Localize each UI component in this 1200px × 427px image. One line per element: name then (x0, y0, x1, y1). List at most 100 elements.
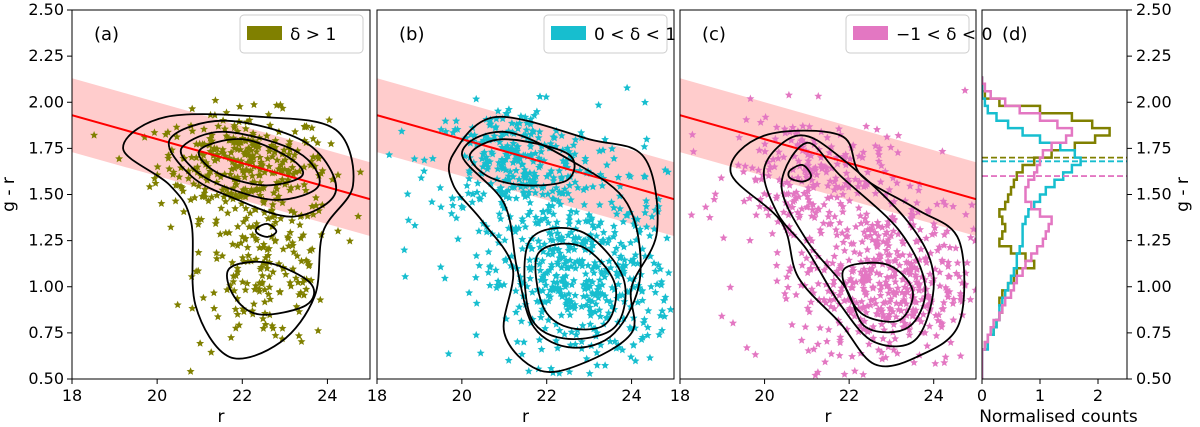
scatter-point (813, 368, 822, 376)
scatter-point (570, 304, 579, 312)
scatter-point (646, 353, 654, 362)
scatter-point (916, 225, 925, 233)
scatter-point (465, 174, 474, 183)
scatter-point (760, 139, 769, 148)
scatter-point (539, 182, 548, 190)
scatter-point (570, 149, 579, 158)
scatter-point (506, 261, 515, 270)
scatter-point (230, 164, 239, 172)
scatter-point (797, 204, 806, 213)
scatter-point (314, 154, 323, 162)
scatter-point (817, 229, 826, 237)
scatter-point (218, 145, 227, 154)
scatter-point (539, 271, 548, 279)
scatter-point (885, 304, 894, 312)
scatter-point (902, 299, 911, 308)
scatter-point (605, 234, 613, 243)
y-tick-label: 0.75 (28, 323, 64, 342)
scatter-point (544, 218, 553, 227)
scatter-point (468, 198, 477, 206)
scatter-point (527, 150, 536, 159)
scatter-point (484, 268, 493, 276)
scatter-point (201, 185, 209, 193)
scatter-point (871, 141, 880, 150)
scatter-point (928, 279, 937, 287)
scatter-point (255, 287, 264, 295)
scatter-point (524, 188, 533, 196)
scatter-point (549, 278, 558, 286)
scatter-point (857, 297, 866, 305)
scatter-point (519, 338, 528, 346)
scatter-point (234, 140, 243, 148)
scatter-point (557, 131, 566, 140)
scatter-point (504, 356, 513, 364)
scatter-point (465, 168, 474, 177)
contour-line (780, 141, 927, 334)
scatter-point (914, 314, 923, 323)
scatter-point (751, 174, 760, 183)
scatter-point (230, 123, 239, 132)
scatter-point (302, 285, 311, 293)
scatter-point (561, 271, 570, 280)
scatter-point (227, 148, 236, 156)
scatter-point (532, 107, 541, 115)
scatter-point (471, 273, 480, 281)
scatter-point (874, 222, 883, 230)
scatter-point (641, 98, 649, 106)
scatter-point (260, 208, 269, 217)
scatter-point (659, 296, 668, 304)
scatter-point (194, 181, 203, 190)
legend-box (845, 14, 970, 54)
scatter-point (807, 212, 816, 220)
scatter-point (238, 253, 247, 262)
scatter-point (473, 179, 482, 187)
scatter-point (554, 286, 563, 295)
scatter-point (271, 237, 280, 245)
scatter-point (226, 281, 235, 290)
scatter-point (609, 203, 618, 212)
scatter-point (581, 157, 590, 165)
scatter-point (204, 196, 213, 205)
scatter-point (585, 369, 594, 377)
y-tick-label: 1.75 (1136, 138, 1172, 157)
scatter-point (806, 166, 815, 175)
scatter-point (958, 278, 966, 287)
scatter-point (836, 336, 845, 344)
scatter-point (478, 154, 487, 163)
scatter-point (802, 203, 811, 211)
scatter-point (876, 270, 884, 278)
scatter-point (195, 139, 204, 148)
scatter-point (288, 238, 297, 247)
scatter-point (931, 359, 940, 367)
scatter-point (657, 280, 666, 289)
scatter-point (875, 279, 884, 287)
scatter-point (629, 259, 638, 267)
scatter-point (833, 193, 842, 201)
scatter-point (841, 160, 850, 169)
scatter-point (794, 157, 803, 165)
plot-area (982, 76, 1127, 379)
scatter-point (194, 220, 203, 228)
scatter-point (925, 322, 934, 330)
scatter-point (701, 202, 710, 211)
scatter-point (935, 268, 944, 276)
scatter-point (485, 121, 494, 129)
scatter-point (893, 178, 901, 187)
scatter-point (617, 252, 625, 260)
scatter-point (235, 320, 244, 329)
scatter-point (193, 162, 202, 171)
scatter-point (745, 194, 754, 202)
contour-line (226, 260, 316, 316)
scatter-point (859, 370, 868, 378)
scatter-point (606, 337, 615, 345)
scatter-point (862, 290, 870, 299)
panel-frame (981, 9, 1128, 380)
scatter-point (557, 311, 566, 319)
scatter-point (526, 265, 535, 274)
scatter-point (555, 166, 564, 175)
scatter-point (949, 202, 958, 210)
scatter-point (520, 173, 529, 182)
scatter-point (259, 324, 268, 332)
scatter-point (272, 184, 281, 193)
scatter-point (279, 157, 287, 166)
